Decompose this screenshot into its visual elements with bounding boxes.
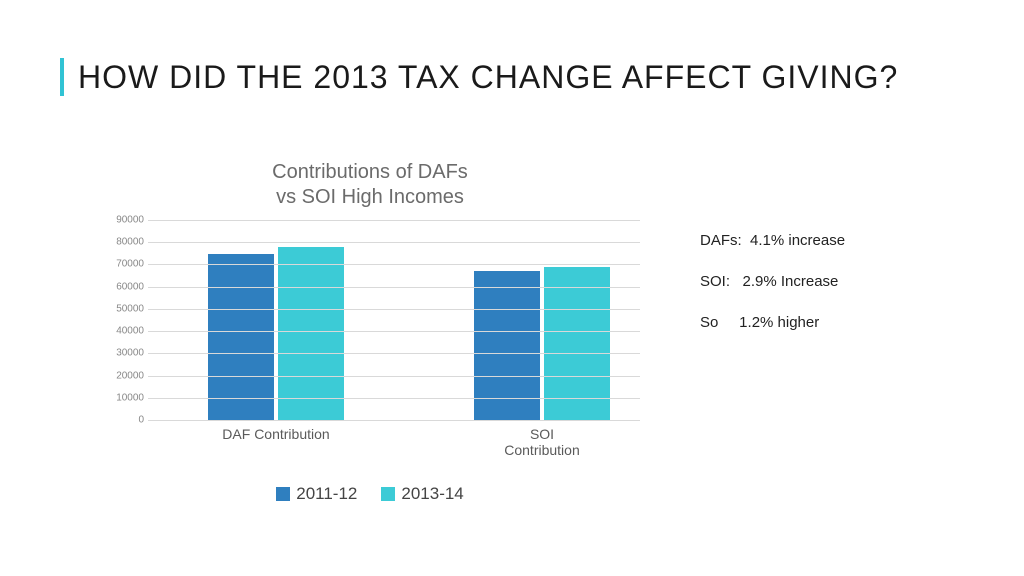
- y-tick: 90000: [116, 215, 144, 226]
- summary-line-soi: SOI: 2.9% Increase: [700, 271, 960, 292]
- gridline: [148, 331, 640, 332]
- bar: [278, 247, 344, 420]
- y-tick: 0: [138, 415, 144, 426]
- gridline: [148, 353, 640, 354]
- legend-swatch: [276, 487, 290, 501]
- gridline: [148, 376, 640, 377]
- chart-title: Contributions of DAFs vs SOI High Income…: [100, 160, 640, 210]
- chart-legend: 2011-12 2013-14: [100, 484, 640, 506]
- legend-item: 2013-14: [381, 484, 463, 504]
- chart-title-line2: vs SOI High Incomes: [276, 186, 464, 208]
- y-tick: 30000: [116, 348, 144, 359]
- summary-line-dafs: DAFs: 4.1% increase: [700, 230, 960, 251]
- gridline: [148, 287, 640, 288]
- chart-container: Contributions of DAFs vs SOI High Income…: [100, 160, 640, 506]
- y-tick: 20000: [116, 370, 144, 381]
- y-axis: 0100002000030000400005000060000700008000…: [100, 220, 148, 420]
- gridline: [148, 220, 640, 221]
- chart-title-line1: Contributions of DAFs: [272, 161, 468, 183]
- legend-item: 2011-12: [276, 484, 357, 504]
- gridline: [148, 309, 640, 310]
- title-container: HOW DID THE 2013 TAX CHANGE AFFECT GIVIN…: [60, 58, 898, 96]
- slide-title: HOW DID THE 2013 TAX CHANGE AFFECT GIVIN…: [78, 58, 898, 96]
- summary-sidebar: DAFs: 4.1% increase SOI: 2.9% Increase S…: [700, 230, 960, 353]
- y-tick: 70000: [116, 259, 144, 270]
- title-accent-bar: [60, 58, 64, 96]
- bar: [208, 254, 274, 420]
- gridline: [148, 398, 640, 399]
- category-label: DAF Contribution: [222, 426, 329, 442]
- gridline: [148, 264, 640, 265]
- summary-line-diff: So 1.2% higher: [700, 312, 960, 333]
- gridline: [148, 242, 640, 243]
- plot-area: [148, 220, 640, 420]
- y-tick: 80000: [116, 237, 144, 248]
- bars-layer: [148, 220, 640, 420]
- gridline: [148, 420, 640, 421]
- category-label: SOI Contribution: [493, 426, 591, 458]
- chart-plot: 0100002000030000400005000060000700008000…: [100, 220, 640, 420]
- legend-label: 2013-14: [401, 484, 463, 504]
- legend-swatch: [381, 487, 395, 501]
- y-tick: 60000: [116, 281, 144, 292]
- legend-label: 2011-12: [296, 484, 357, 504]
- y-tick: 50000: [116, 303, 144, 314]
- y-tick: 40000: [116, 326, 144, 337]
- y-tick: 10000: [116, 392, 144, 403]
- category-labels: DAF ContributionSOI Contribution: [148, 426, 640, 448]
